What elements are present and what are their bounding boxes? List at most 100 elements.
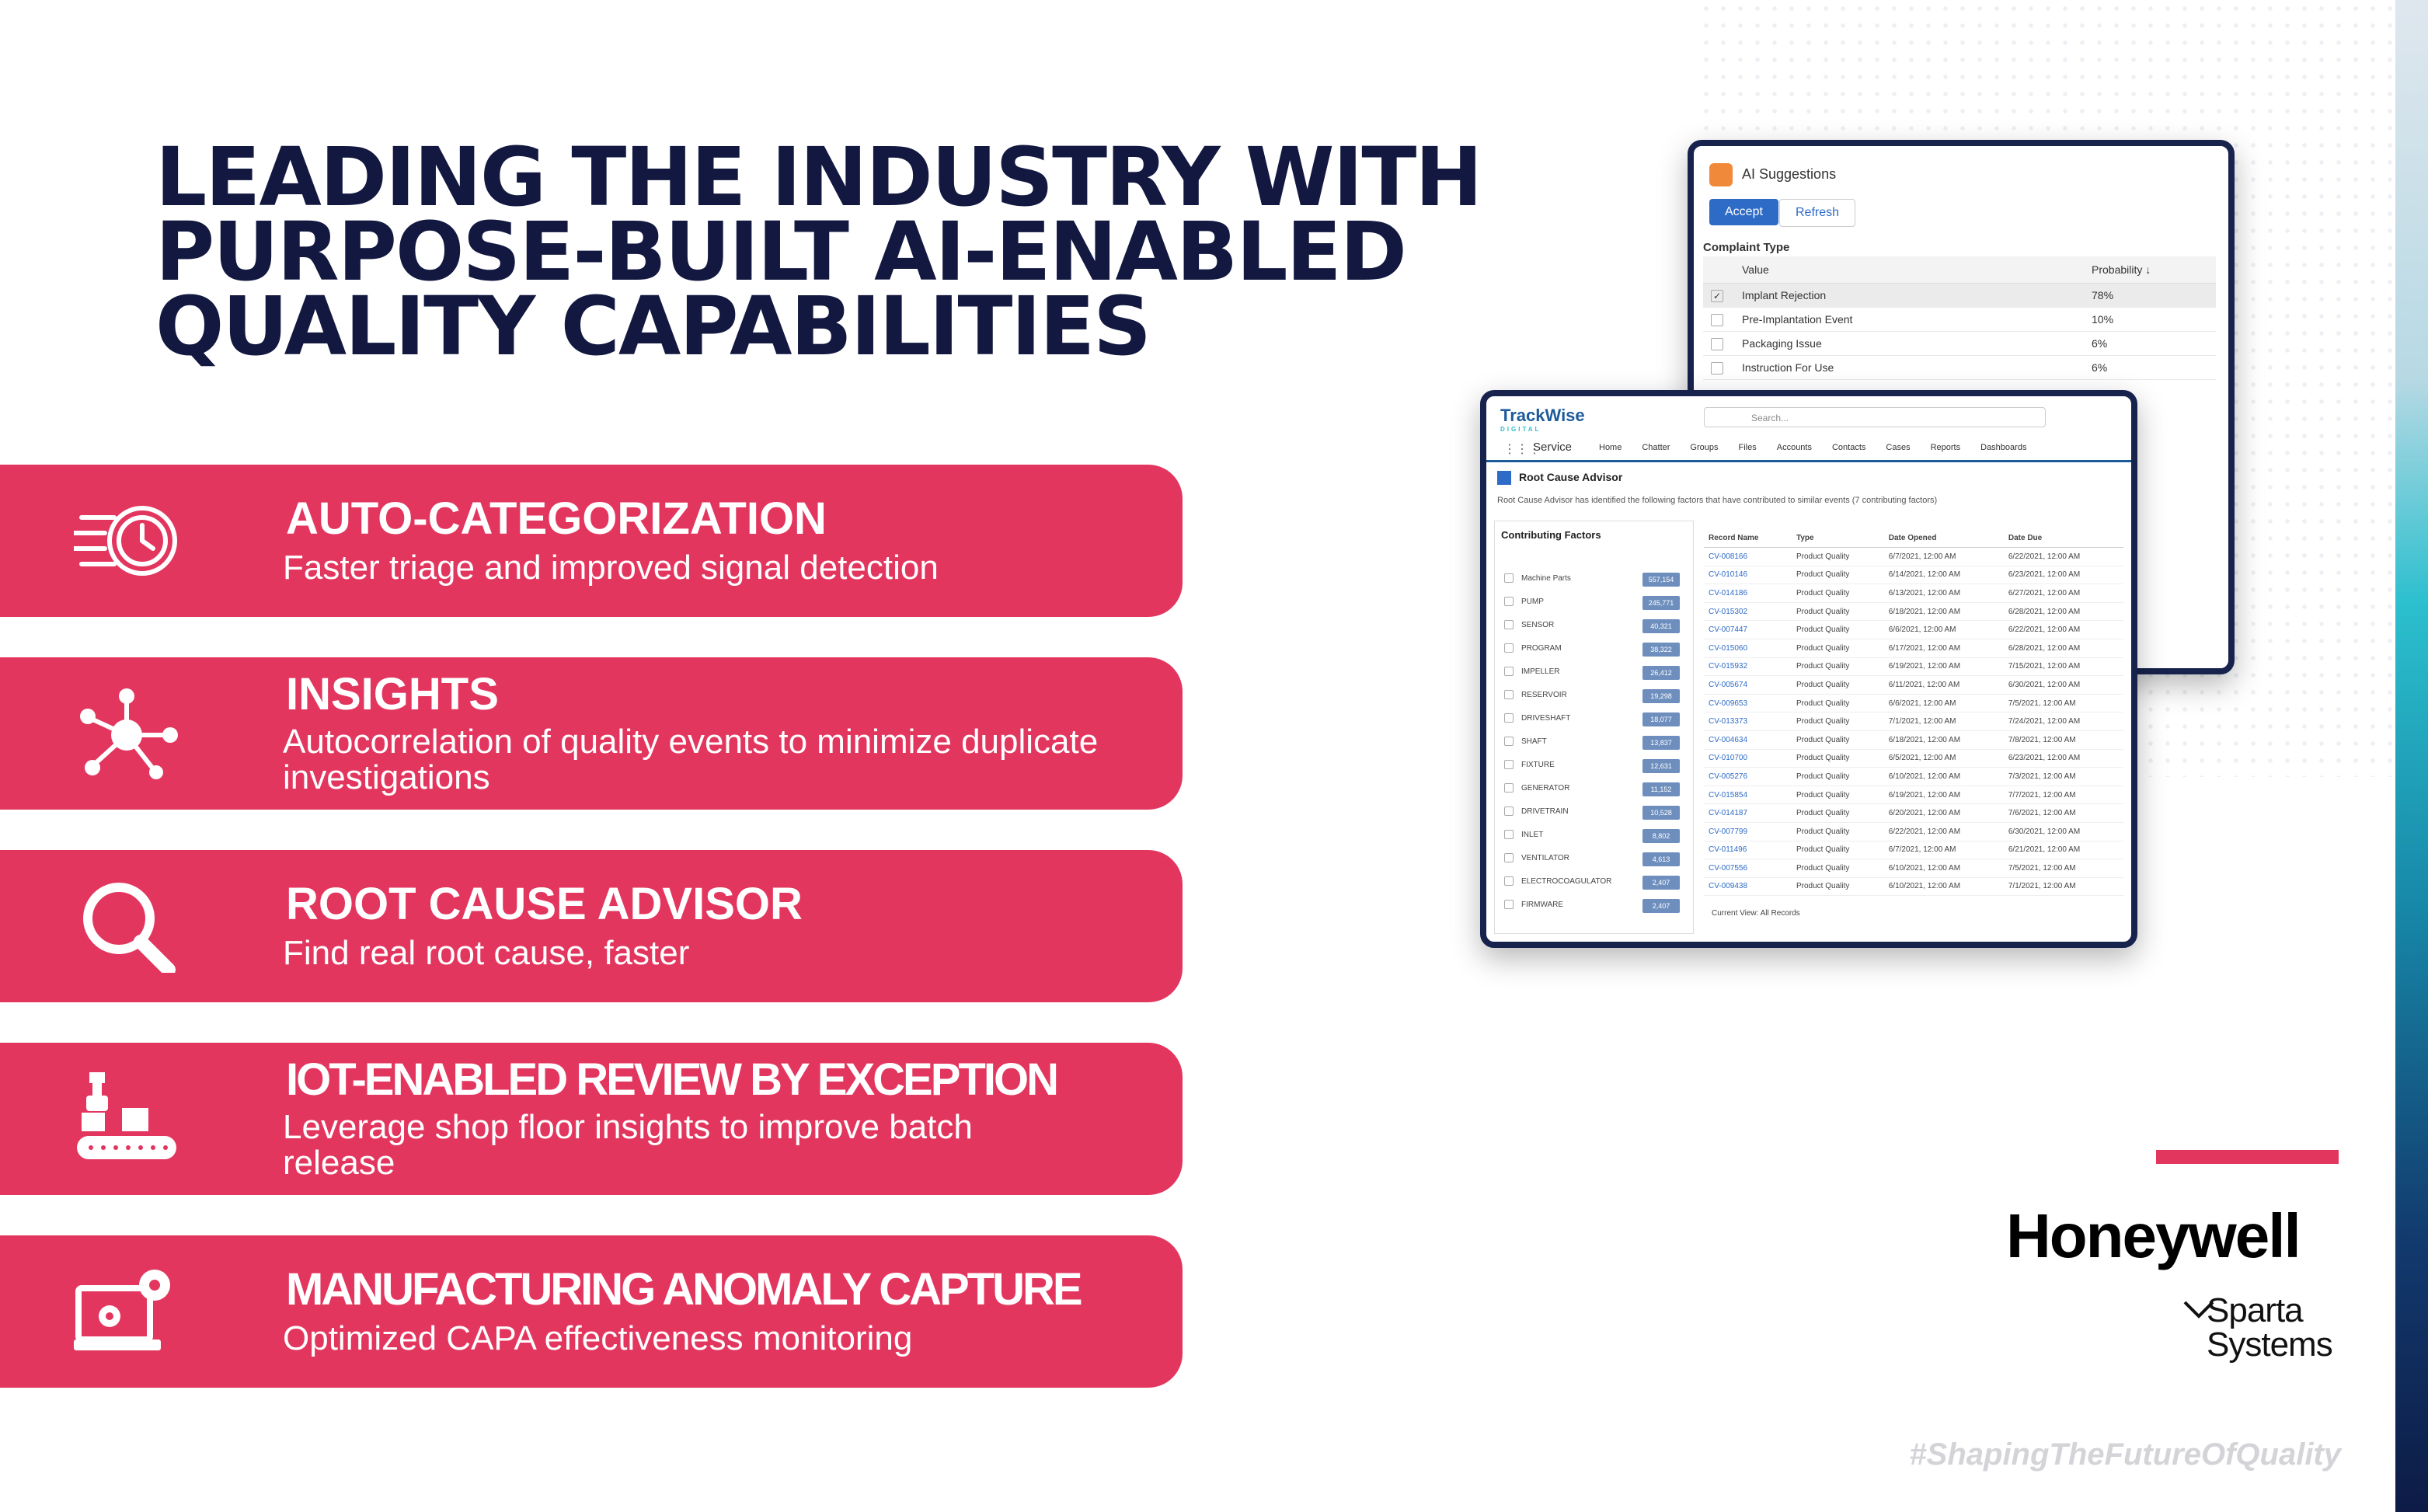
column-header-probability[interactable]: Probability ↓ [2084, 256, 2216, 284]
factor-checkbox[interactable] [1504, 853, 1514, 862]
column-header-value[interactable]: Value [1734, 256, 2084, 284]
record-link[interactable]: CV-009653 [1704, 694, 1792, 713]
suggestion-value: Implant Rejection [1734, 283, 2084, 308]
record-cell: Product Quality [1791, 675, 1884, 695]
column-header[interactable]: Type [1791, 528, 1884, 548]
record-link[interactable]: CV-004634 [1704, 730, 1792, 750]
feature-title: INSIGHTS [286, 669, 499, 719]
contributing-factors-list: Machine Parts 557,154 PUMP 245,771 SENSOR 40,… [1501, 568, 1688, 918]
record-link[interactable]: CV-010700 [1704, 749, 1792, 768]
suggestion-row[interactable]: Packaging Issue 6% [1703, 331, 2216, 356]
accept-button[interactable]: Accept [1709, 199, 1778, 225]
row-checkbox[interactable] [1711, 313, 1723, 326]
factor-row[interactable]: PROGRAM 38,322 [1501, 638, 1688, 661]
record-link[interactable]: CV-015060 [1704, 639, 1792, 658]
table-row: CV-005276 Product Quality 6/10/2021, 12:00… [1704, 767, 2123, 786]
record-cell: 6/6/2021, 12:00 AM [1883, 694, 2004, 713]
factor-row[interactable]: PUMP 245,771 [1501, 591, 1688, 615]
refresh-button[interactable]: Refresh [1779, 199, 1856, 227]
record-cell: 6/10/2021, 12:00 AM [1883, 859, 2004, 878]
nav-item[interactable]: Cases [1886, 443, 1911, 452]
factor-row[interactable]: RESERVOIR 19,298 [1501, 685, 1688, 708]
factor-row[interactable]: VENTILATOR 4,613 [1501, 848, 1688, 871]
factor-row[interactable]: GENERATOR 11,152 [1501, 778, 1688, 801]
factor-name: SENSOR [1521, 621, 1555, 629]
row-checkbox[interactable] [1711, 337, 1723, 350]
suggestion-row[interactable]: Instruction For Use 6% [1703, 355, 2216, 380]
nav-item[interactable]: Accounts [1776, 443, 1812, 452]
record-link[interactable]: CV-014186 [1704, 584, 1792, 603]
feature-card-auto-categorization: AUTO-CATEGORIZATION Faster triage and im… [0, 465, 1183, 617]
record-cell: 6/18/2021, 12:00 AM [1883, 602, 2004, 622]
factor-checkbox[interactable] [1504, 876, 1514, 886]
table-row: CV-004634 Product Quality 6/18/2021, 12:00… [1704, 730, 2123, 750]
factor-checkbox[interactable] [1504, 667, 1514, 676]
nav-item[interactable]: Contacts [1831, 443, 1866, 452]
record-link[interactable]: CV-005674 [1704, 675, 1792, 695]
factor-checkbox[interactable] [1504, 807, 1514, 816]
row-checkbox[interactable]: ✓ [1711, 289, 1723, 302]
factor-row[interactable]: FIXTURE 12,631 [1501, 754, 1688, 778]
factor-row[interactable]: FIRMWARE 2,407 [1501, 894, 1688, 918]
record-link[interactable]: CV-011496 [1704, 841, 1792, 860]
global-search-input[interactable]: Search... [1704, 407, 2046, 427]
current-view-label: Current View: All Records [1712, 909, 1800, 918]
magnifier-icon [83, 883, 176, 973]
record-link[interactable]: CV-005276 [1704, 767, 1792, 786]
row-checkbox[interactable] [1711, 361, 1723, 375]
factor-checkbox[interactable] [1504, 737, 1514, 746]
factor-checkbox[interactable] [1504, 597, 1514, 606]
factor-count: 26,412 [1642, 666, 1680, 680]
factor-row[interactable]: SHAFT 13,837 [1501, 731, 1688, 754]
factor-checkbox[interactable] [1504, 830, 1514, 839]
suggestion-value: Packaging Issue [1734, 331, 2084, 356]
record-link[interactable]: CV-007799 [1704, 822, 1792, 841]
nav-item[interactable]: Files [1738, 443, 1757, 452]
factor-checkbox[interactable] [1504, 900, 1514, 909]
record-link[interactable]: CV-010146 [1704, 566, 1792, 585]
feature-card-anomaly-capture: MANUFACTURING ANOMALY CAPTURE Optimized … [0, 1235, 1183, 1388]
record-link[interactable]: CV-013373 [1704, 712, 1792, 731]
record-link[interactable]: CV-008166 [1704, 547, 1792, 566]
factor-count: 12,631 [1642, 759, 1680, 773]
record-link[interactable]: CV-015302 [1704, 602, 1792, 622]
nav-item[interactable]: Reports [1930, 443, 1961, 452]
factor-checkbox[interactable] [1504, 783, 1514, 793]
record-link[interactable]: CV-009438 [1704, 877, 1792, 897]
factor-row[interactable]: Machine Parts 557,154 [1501, 568, 1688, 591]
record-link[interactable]: CV-007556 [1704, 859, 1792, 878]
factor-row[interactable]: DRIVESHAFT 18,077 [1501, 708, 1688, 731]
factor-row[interactable]: DRIVETRAIN 10,528 [1501, 801, 1688, 824]
nav-item[interactable]: Groups [1690, 443, 1719, 452]
nav-item[interactable]: Home [1599, 443, 1622, 452]
column-header[interactable]: Date Opened [1883, 528, 2004, 548]
record-cell: Product Quality [1791, 547, 1884, 566]
nav-item[interactable]: Dashboards [1980, 443, 2027, 452]
nav-item[interactable]: Chatter [1642, 443, 1670, 452]
record-link[interactable]: CV-015854 [1704, 786, 1792, 805]
factor-row[interactable]: ELECTROCOAGULATOR 2,407 [1501, 871, 1688, 894]
suggestion-row[interactable]: Pre-Implantation Event 10% [1703, 307, 2216, 332]
record-cell: Product Quality [1791, 859, 1884, 878]
suggestion-row[interactable]: ✓ Implant Rejection 78% [1703, 283, 2216, 308]
factor-checkbox[interactable] [1504, 643, 1514, 653]
record-link[interactable]: CV-007447 [1704, 620, 1792, 639]
record-cell: 6/30/2021, 12:00 AM [2003, 822, 2123, 841]
factor-row[interactable]: INLET 8,802 [1501, 824, 1688, 848]
factor-checkbox[interactable] [1504, 620, 1514, 629]
table-row: CV-011496 Product Quality 6/7/2021, 12:00 … [1704, 841, 2123, 860]
app-launcher-icon[interactable]: ⋮⋮⋮ [1503, 443, 1541, 456]
factor-checkbox[interactable] [1504, 713, 1514, 723]
factor-checkbox[interactable] [1504, 760, 1514, 769]
factor-checkbox[interactable] [1504, 690, 1514, 699]
factor-row[interactable]: IMPELLER 26,412 [1501, 661, 1688, 685]
factor-row[interactable]: SENSOR 40,321 [1501, 615, 1688, 638]
contributing-factors-title: Contributing Factors [1501, 529, 1601, 541]
factor-checkbox[interactable] [1504, 573, 1514, 583]
record-cell: 7/6/2021, 12:00 AM [2003, 803, 2123, 823]
record-link[interactable]: CV-015932 [1704, 657, 1792, 677]
record-cell: 7/5/2021, 12:00 AM [2003, 859, 2123, 878]
column-header[interactable]: Date Due [2003, 528, 2123, 548]
record-link[interactable]: CV-014187 [1704, 803, 1792, 823]
column-header[interactable]: Record Name [1704, 528, 1792, 548]
